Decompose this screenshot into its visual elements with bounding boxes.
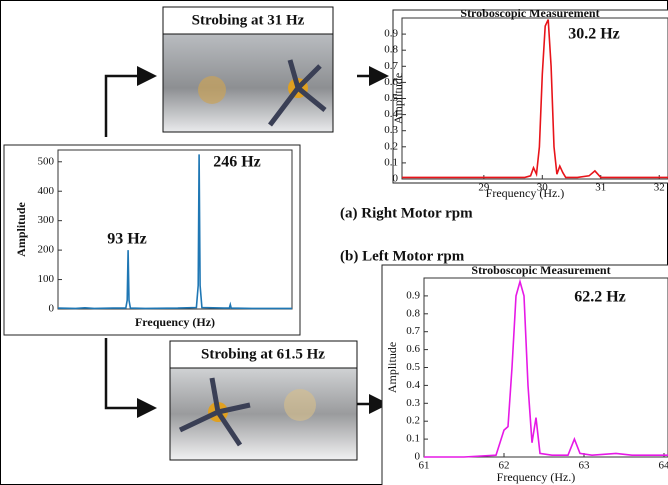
- x-tick-label: 63: [579, 460, 591, 472]
- annotation: 30.2 Hz: [568, 26, 620, 43]
- x-tick-label: 31: [595, 182, 606, 194]
- photo-label: Strobing at 61.5 Hz: [201, 346, 325, 362]
- x-tick-label: 62: [499, 460, 510, 472]
- y-tick-label: 500: [38, 155, 55, 167]
- y-tick-label: 0.5: [384, 92, 398, 104]
- y-axis-label: Amplitude: [14, 201, 28, 256]
- caption: (b) Left Motor rpm: [340, 248, 465, 264]
- y-tick-label: 100: [38, 273, 55, 285]
- y-tick-label: 400: [38, 185, 55, 197]
- x-tick-label: 64: [659, 460, 668, 472]
- annotation: 62.2 Hz: [574, 289, 626, 306]
- x-tick-label: 29: [478, 182, 490, 194]
- photo-detail: [284, 389, 316, 421]
- photo-label: Strobing at 31 Hz: [192, 12, 305, 28]
- y-tick-label: 0.7: [406, 325, 420, 337]
- y-tick-label: 0.6: [406, 343, 420, 355]
- x-tick-label: 61: [419, 460, 430, 472]
- y-tick-label: 0: [393, 173, 399, 185]
- y-tick-label: 0.2: [384, 140, 398, 152]
- y-tick-label: 0.1: [384, 156, 398, 168]
- x-axis-label: Frequency (Hz.): [486, 186, 565, 200]
- series-line: [58, 154, 292, 310]
- photo-detail: [268, 59, 327, 127]
- x-tick-label: 32: [654, 182, 665, 194]
- x-axis-label: Frequency (Hz): [135, 315, 215, 329]
- y-axis-label: Amplitude: [391, 73, 405, 124]
- y-tick-label: 0.4: [384, 108, 398, 120]
- chart-frame: [3, 144, 301, 336]
- photo-label-box: [169, 340, 358, 369]
- annotation: 93 Hz: [107, 231, 147, 248]
- annotation: 246 Hz: [213, 154, 261, 171]
- plot-area: [57, 149, 293, 310]
- arrow: [104, 338, 157, 418]
- x-axis-label: Frequency (Hz.): [497, 470, 576, 484]
- photo-detail: [178, 377, 251, 447]
- y-tick-label: 0.4: [406, 379, 420, 391]
- y-tick-label: 0.3: [406, 397, 420, 409]
- y-tick-label: 0.8: [406, 307, 420, 319]
- arrow: [104, 66, 157, 137]
- series-line: [402, 19, 668, 179]
- y-tick-label: 0.6: [384, 76, 398, 88]
- y-tick-label: 0.3: [384, 124, 398, 136]
- y-tick-label: 0: [49, 303, 55, 315]
- y-tick-label: 0.9: [406, 289, 420, 301]
- y-tick-label: 0.7: [384, 60, 398, 72]
- y-tick-label: 0.1: [406, 433, 420, 445]
- y-tick-label: 0.9: [384, 28, 398, 40]
- chart-frame: [392, 9, 668, 184]
- photo-detail: [198, 76, 226, 104]
- y-tick-label: 200: [38, 244, 55, 256]
- y-tick-label: 0.5: [406, 361, 420, 373]
- y-tick-label: 0: [415, 451, 421, 463]
- y-tick-label: 0.8: [384, 44, 398, 56]
- caption: (a) Right Motor rpm: [340, 205, 473, 221]
- photo: [162, 33, 334, 133]
- y-tick-label: 0.2: [406, 415, 420, 427]
- y-axis-label: Amplitude: [385, 342, 399, 393]
- series-line: [424, 278, 668, 458]
- chart-title: Stroboscopic Measurement: [471, 263, 610, 277]
- x-tick-label: 30: [537, 182, 549, 194]
- photo: [169, 367, 358, 461]
- chart-title: Stroboscopic Measurement: [460, 6, 599, 20]
- y-tick-label: 300: [38, 214, 55, 226]
